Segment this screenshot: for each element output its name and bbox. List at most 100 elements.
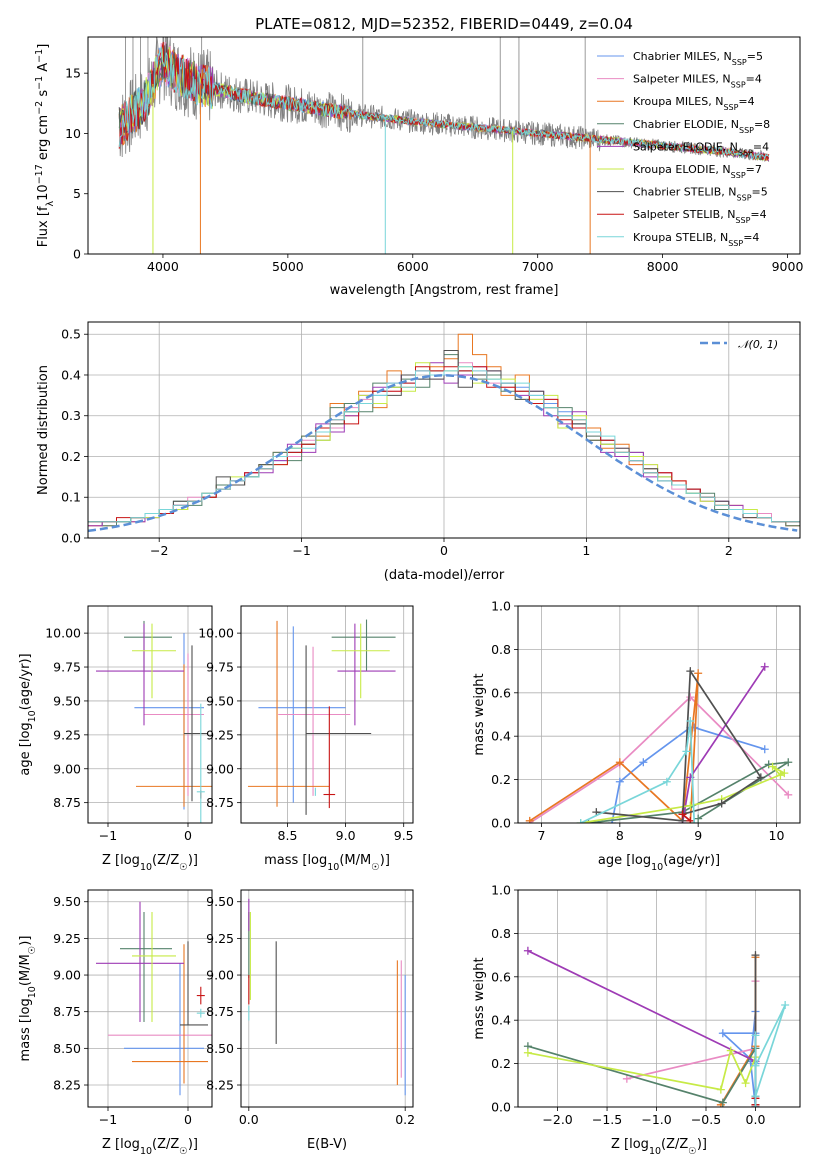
mass-vs-Z-xlabel-part: 10 <box>140 1146 152 1157</box>
mass-vs-Z-ylabel-part: (M/M <box>18 954 33 986</box>
spectrum-xtick-label: 5000 <box>272 259 304 274</box>
age-vs-mass-plot-area <box>247 619 396 815</box>
residuals-xtick-label: 0 <box>440 543 448 558</box>
spectrum-legend-label: Chabrier MILES, NSSP=5 <box>633 50 763 67</box>
spectrum-xtick-label: 9000 <box>772 259 804 274</box>
plot-layer: 4000 5000 6000 7000 8000 9000051015wavelength… <box>18 36 804 1157</box>
weight-vs-Z-ytick-label: 0.0 <box>491 1100 511 1115</box>
legend-subscript: SSP <box>732 58 747 67</box>
weight-vs-age-series-marker <box>639 758 648 767</box>
weight-vs-age-series-marker <box>717 799 726 808</box>
weight-vs-age-series-marker <box>784 790 793 799</box>
weight-vs-Z-series-marker <box>523 1048 532 1057</box>
weight-vs-Z-ticks: −2.0 −1.5 −1.0 −0.5 0.0 0.0 0.2 0.4 0.6 0.8 1.0 <box>491 883 765 1128</box>
weight-vs-age-ticks: 7 8 9 10 0.0 0.2 0.4 0.6 0.8 1.0 <box>491 599 784 844</box>
weight-vs-Z-xlabel-part: (Z/Z <box>661 1137 688 1152</box>
legend-suffix: =8 <box>754 118 770 131</box>
weight-vs-age-xtick-label: 9 <box>694 828 702 843</box>
legend-suffix: =4 <box>746 73 762 86</box>
age-vs-Z-ylabel: age [log10(age/yr)] <box>18 653 38 775</box>
weight-vs-Z-frame <box>517 889 801 1108</box>
mass-vs-ebv-ytick-label: 9.00 <box>206 968 234 983</box>
weight-vs-Z-series-marker <box>622 1074 631 1083</box>
age-vs-Z-xlabel-part: Z [log <box>102 853 140 868</box>
spectrum-ylabel-part: −17 <box>34 164 45 184</box>
weight-vs-Z-series-marker <box>726 1046 735 1055</box>
weight-vs-age-series-marker <box>690 819 699 823</box>
weight-vs-Z-series-marker <box>781 1001 790 1010</box>
spectrum-xtick-label: 6000 <box>397 259 429 274</box>
residuals-legend-label: 𝒩(0, 1) <box>738 338 778 351</box>
spectrum-ylabel-part: 10 <box>36 184 51 201</box>
spectrum-frame <box>87 36 801 255</box>
spectrum-ytick-label: 5 <box>73 186 81 201</box>
age-vs-mass-ytick-label: 9.50 <box>206 693 234 708</box>
weight-vs-Z-xlabel-part: Z [log <box>611 1137 649 1152</box>
spectrum-legend-label: Kroupa ELODIE, NSSP=7 <box>633 163 762 180</box>
legend-subscript: SSP <box>735 216 750 225</box>
age-vs-Z-ytick-label: 8.75 <box>53 795 81 810</box>
weight-vs-Z-xtick-label: −1.5 <box>592 1112 622 1127</box>
weight-vs-Z-ytick-label: 0.4 <box>491 1013 511 1028</box>
weight-vs-Z-series-marker <box>751 1103 760 1107</box>
weight-vs-age-series-marker <box>615 758 624 767</box>
weight-vs-age-series-marker <box>776 771 785 780</box>
weight-vs-Z-series-marker <box>751 1092 760 1101</box>
weight-vs-age-series-marker <box>686 816 695 823</box>
weight-vs-age-series-marker <box>662 777 671 786</box>
age-vs-Z-xtick-label: −1 <box>99 828 117 843</box>
mass-vs-Z-ylabel-part: )] <box>18 936 33 946</box>
weight-vs-age-series-line <box>596 668 762 822</box>
age-vs-Z-xlabel: Z [log10(Z/Z☉)] <box>102 853 198 873</box>
age-vs-Z-frame <box>87 605 213 824</box>
mass-vs-ebv-ytick-label: 9.25 <box>206 931 234 946</box>
weight-vs-age-series-marker <box>694 669 703 678</box>
weight-vs-age-series-marker <box>576 819 585 823</box>
residuals-ytick-label: 0.1 <box>61 490 81 505</box>
legend-text: Salpeter STELIB, N <box>633 208 735 221</box>
mass-vs-ebv-frame <box>240 889 414 1108</box>
mass-vs-Z-ylabel: mass [log10(M/M☉)] <box>18 936 38 1062</box>
legend-suffix: =4 <box>738 95 754 108</box>
age-vs-mass-frame <box>240 605 414 824</box>
weight-vs-age-ytick-label: 0.6 <box>491 685 511 700</box>
weight-vs-Z-ytick-label: 0.6 <box>491 969 511 984</box>
weight-vs-Z-ylabel: mass weight <box>472 957 487 1039</box>
weight-vs-Z-xtick-label: −0.5 <box>691 1112 721 1127</box>
age-vs-mass-xtick-label: 8.5 <box>278 828 298 843</box>
age-vs-mass-ytick-label: 10.00 <box>198 626 234 641</box>
weight-vs-age-xlabel: age [log10(age/yr)] <box>598 853 720 873</box>
weight-vs-age-series-marker <box>760 745 769 754</box>
spectrum-ylabel: Flux [fλ10−17 erg cm−2 s−1 A−1] <box>34 44 56 248</box>
weight-vs-age-xtick-label: 8 <box>616 828 624 843</box>
weight-vs-Z-xlabel-part: ☉ <box>688 1146 697 1157</box>
age-vs-mass-xlabel-part: 10 <box>327 862 339 873</box>
mass-vs-ebv-xtick-label: 0.2 <box>395 1112 415 1127</box>
residuals-ytick-label: 0.0 <box>61 531 81 546</box>
weight-vs-age-series-marker <box>686 717 695 726</box>
legend-text: Kroupa MILES, N <box>633 95 723 108</box>
spectrum-legend-label: Chabrier ELODIE, NSSP=8 <box>633 118 770 135</box>
legend-subscript: SSP <box>739 125 754 134</box>
weight-vs-Z-xlabel-part: )] <box>697 1137 707 1152</box>
histogram-step <box>88 366 800 523</box>
weight-vs-Z-xlabel: Z [log10(Z/Z☉)] <box>611 1137 707 1157</box>
legend-text: Salpeter MILES, N <box>633 73 731 86</box>
mass-vs-ebv-ytick-label: 8.25 <box>206 1078 234 1093</box>
weight-vs-age-ytick-label: 0.2 <box>491 772 511 787</box>
residuals-ylabel: Normed distribution <box>36 365 51 495</box>
weight-vs-Z-series-marker <box>751 1031 760 1040</box>
mass-vs-Z-ytick-label: 9.50 <box>53 894 81 909</box>
legend-text: Salpeter ELODIE, N <box>633 140 738 153</box>
weight-vs-age-plot-area <box>525 662 793 823</box>
residuals-ytick-label: 0.2 <box>61 449 81 464</box>
spectrum-ytick-label: 15 <box>65 66 81 81</box>
mass-vs-ebv-xtick-label: 0.0 <box>239 1112 259 1127</box>
mass-vs-Z-xlabel-part: ☉ <box>179 1146 188 1157</box>
residuals-xtick-label: 1 <box>582 543 590 558</box>
weight-vs-age-ytick-label: 0.0 <box>491 816 511 831</box>
normal-curve <box>88 374 798 533</box>
residuals-xtick-label: −1 <box>292 543 310 558</box>
residuals-ytick-label: 0.5 <box>61 327 81 342</box>
age-vs-mass-xlabel: mass [log10(M/M☉)] <box>264 853 390 873</box>
